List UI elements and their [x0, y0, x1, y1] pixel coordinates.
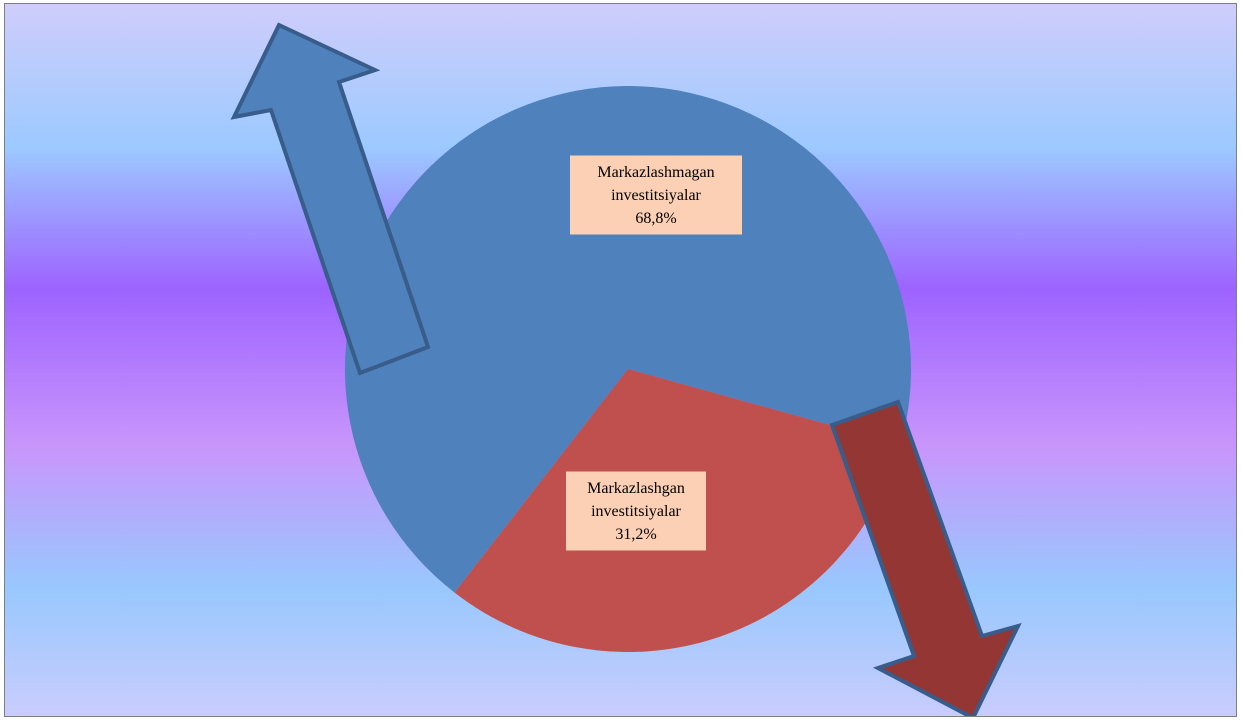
data-label-markazlashgan: Markazlashgan investitsiyalar 31,2% [566, 471, 706, 551]
chart-area: Markazlashmagan investitsiyalar 68,8% Marka… [4, 3, 1237, 717]
data-label-line: 31,2% [615, 526, 656, 543]
data-label-line: Markazlashmagan [597, 164, 714, 181]
data-label-line: investitsiyalar [591, 503, 681, 520]
arrow-up-shape [230, 22, 431, 376]
arrow-down-shape [829, 399, 1022, 716]
data-label-background [570, 155, 742, 235]
pie-slice-markazlashmagan [345, 85, 912, 593]
data-labels: Markazlashmaganinvestitsiyalar68,8%Marka… [566, 155, 742, 551]
arrows [230, 22, 1022, 716]
data-label-markazlashmagan: Markazlashmagan investitsiyalar 68,8% [570, 155, 742, 235]
data-label-line: 68,8% [635, 210, 676, 227]
data-label-line: investitsiyalar [611, 187, 701, 204]
data-label-background [566, 471, 706, 551]
data-label-line: Markazlashgan [587, 480, 685, 497]
pie-chart: Markazlashmaganinvestitsiyalar68,8%Marka… [230, 22, 1022, 716]
